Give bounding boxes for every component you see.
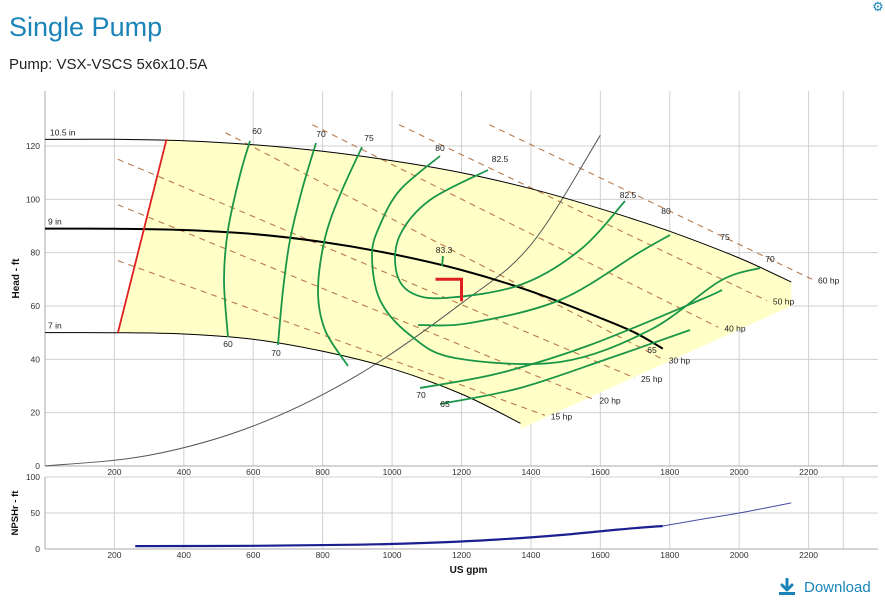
npsh-curve (135, 524, 663, 548)
efficiency-contour (419, 289, 723, 389)
power-label: 50 hp (773, 297, 795, 307)
npsh-x-tick-label: 2200 (799, 550, 818, 560)
npsh-curve (662, 502, 792, 527)
efficiency-contour (417, 234, 671, 327)
efficiency-label: 75 (720, 232, 730, 242)
impeller-label: 9 in (48, 217, 62, 227)
impeller-label: 7 in (48, 321, 62, 331)
efficiency-label: 70 (316, 129, 326, 139)
power-curve (225, 132, 664, 360)
efficiency-label: 83.3 (436, 245, 453, 255)
download-label: Download (804, 578, 871, 596)
y-tick-label: 0 (35, 461, 40, 471)
x-tick-label: 200 (107, 467, 121, 477)
npsh-x-tick-label: 1200 (452, 550, 471, 560)
y-axis-label: Head - ft (11, 258, 22, 299)
power-label: 60 hp (818, 275, 840, 285)
impeller-label: 10.5 in (50, 127, 76, 137)
npsh-x-tick-label: 2000 (730, 550, 749, 560)
x-tick-label: 1800 (660, 467, 679, 477)
y-tick-label: 120 (26, 141, 40, 151)
npsh-y-tick-label: 0 (35, 544, 40, 554)
x-tick-label: 400 (177, 467, 191, 477)
x-axis-label: US gpm (450, 565, 488, 576)
efficiency-contour (277, 142, 317, 346)
impeller-curve (44, 227, 664, 350)
y-tick-label: 100 (26, 194, 40, 204)
x-tick-label: 1600 (591, 467, 610, 477)
npsh-y-axis-label: NPSHr - ft (10, 490, 21, 536)
power-label: 15 hp (551, 411, 573, 421)
operating-region (117, 139, 792, 429)
power-curve (117, 158, 636, 379)
efficiency-contour (317, 146, 363, 367)
system-curve (44, 135, 601, 467)
power-curve (312, 124, 719, 328)
impeller-curve (44, 332, 521, 424)
npsh-x-tick-label: 1000 (383, 550, 402, 560)
power-label: 25 hp (641, 374, 663, 384)
x-tick-label: 2200 (799, 467, 818, 477)
npsh-x-tick-label: 1600 (591, 550, 610, 560)
efficiency-label: 70 (271, 348, 281, 358)
operating-point-marker (435, 277, 463, 302)
npsh-x-tick-label: 800 (316, 550, 330, 560)
npsh-x-tick-label: 1800 (660, 550, 679, 560)
x-tick-label: 1000 (383, 467, 402, 477)
npsh-x-tick-label: 600 (246, 550, 260, 560)
gear-icon[interactable]: ⚙ (872, 0, 884, 14)
efficiency-label: 70 (765, 254, 775, 264)
download-button[interactable]: Download (778, 578, 871, 596)
power-curve (117, 260, 545, 416)
x-tick-label: 2000 (730, 467, 749, 477)
npsh-x-tick-label: 1400 (521, 550, 540, 560)
efficiency-label: 80 (435, 143, 445, 153)
power-curve (398, 124, 768, 302)
npsh-x-tick-label: 200 (107, 550, 121, 560)
efficiency-contour (441, 255, 444, 267)
y-tick-label: 20 (31, 408, 41, 418)
efficiency-label: 60 (223, 339, 233, 349)
x-tick-label: 800 (316, 467, 330, 477)
npsh-y-tick-label: 50 (31, 508, 41, 518)
page-title: Single Pump (9, 12, 163, 42)
min-flow-line (117, 139, 168, 333)
efficiency-label: 65 (440, 399, 450, 409)
x-tick-label: 600 (246, 467, 260, 477)
x-tick-label: 1200 (452, 467, 471, 477)
npsh-y-tick-label: 100 (26, 472, 40, 482)
power-curve (489, 124, 813, 280)
npsh-x-tick-label: 400 (177, 550, 191, 560)
y-tick-label: 40 (31, 354, 41, 364)
efficiency-contour (394, 169, 626, 300)
efficiency-label: 80 (661, 206, 671, 216)
power-label: 30 hp (669, 355, 691, 365)
efficiency-label: 75 (364, 133, 374, 143)
pump-subtitle: Pump: VSX-VSCS 5x6x10.5A (9, 56, 208, 73)
efficiency-label: 82.5 (492, 154, 509, 164)
power-label: 40 hp (724, 323, 746, 333)
power-curve (117, 204, 594, 400)
efficiency-contour (223, 140, 251, 338)
efficiency-label: 70 (416, 390, 426, 400)
x-tick-label: 1400 (521, 467, 540, 477)
impeller-curve (44, 138, 792, 283)
efficiency-contour (439, 329, 691, 405)
power-label: 20 hp (599, 395, 621, 405)
efficiency-label: 65 (647, 345, 657, 355)
y-tick-label: 80 (31, 248, 41, 258)
efficiency-label: 60 (252, 126, 262, 136)
efficiency-label: 82.5 (620, 190, 637, 200)
efficiency-contour (371, 155, 761, 365)
y-tick-label: 60 (31, 301, 41, 311)
download-icon (779, 578, 795, 595)
